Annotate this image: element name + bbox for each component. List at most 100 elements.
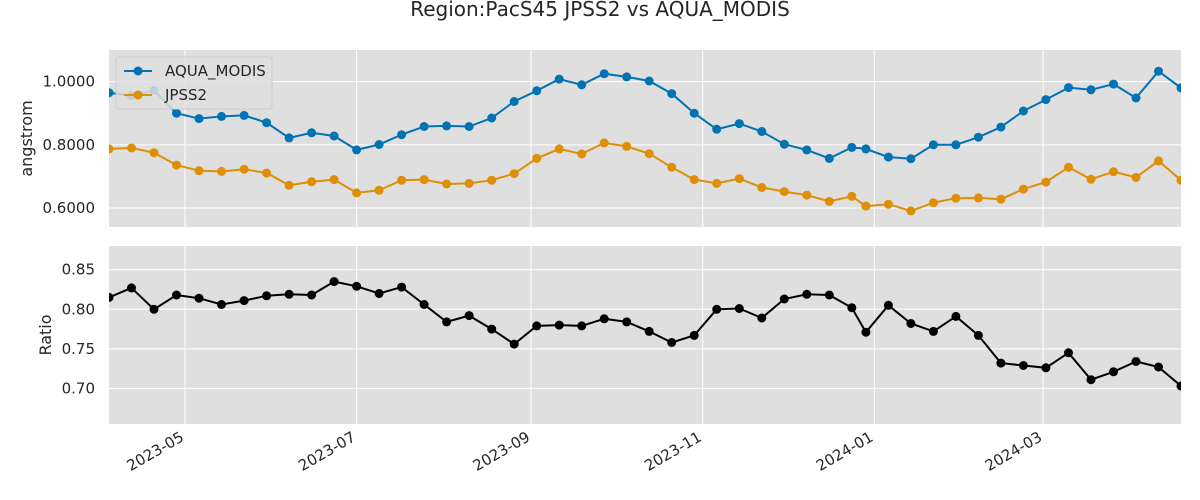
data-point (307, 128, 317, 138)
legend: AQUA_MODIS JPSS2 (115, 56, 273, 110)
gridlines-ratio (109, 246, 1181, 424)
x-tick-label: 2024-03 (982, 428, 1045, 475)
data-point (1064, 348, 1073, 358)
data-point (996, 194, 1006, 204)
data-point (239, 164, 249, 174)
data-point (509, 169, 519, 179)
data-point (109, 144, 114, 154)
data-point (442, 121, 452, 131)
data-point (928, 326, 938, 336)
data-point (712, 124, 722, 134)
data-point (996, 358, 1006, 368)
data-point (599, 314, 609, 324)
data-point (734, 174, 744, 184)
data-point (109, 292, 114, 302)
data-point (1131, 172, 1141, 182)
data-point (779, 139, 789, 149)
data-point (217, 111, 226, 121)
data-point (622, 72, 632, 82)
y-tick-label: 0.85 (62, 261, 95, 279)
data-point (464, 178, 474, 188)
data-point (802, 145, 812, 155)
data-point (1176, 83, 1181, 93)
legend-label: AQUA_MODIS (165, 62, 266, 81)
data-point (397, 175, 407, 185)
data-point (509, 339, 519, 349)
data-point (883, 300, 893, 310)
data-point (824, 290, 834, 300)
data-point (779, 294, 789, 304)
panel-angstrom: 0.6000 0.8000 1.0000 angstrom AQUA_MODIS JP… (17, 50, 1181, 227)
data-point (262, 118, 272, 128)
data-point (883, 199, 893, 209)
data-point (1154, 66, 1163, 76)
data-point (1041, 95, 1051, 105)
y-tick-labels-angstrom: 0.6000 0.8000 1.0000 (43, 73, 96, 217)
data-point (847, 303, 857, 313)
series-marks-ratio (109, 277, 1181, 391)
x-tick-label: 2023-09 (470, 428, 533, 475)
data-point (577, 149, 587, 159)
data-point (554, 320, 564, 330)
data-point (262, 168, 272, 178)
data-point (973, 330, 983, 340)
data-point (622, 317, 632, 327)
data-point (847, 142, 857, 152)
data-point (757, 313, 767, 323)
data-point (951, 311, 961, 321)
y-tick-label: 0.75 (62, 340, 95, 358)
data-point (644, 76, 654, 86)
data-point (802, 190, 812, 200)
data-point (127, 143, 136, 153)
data-point (374, 289, 384, 298)
data-point (487, 113, 497, 123)
data-point (352, 145, 362, 155)
data-point (217, 300, 226, 309)
data-point (906, 154, 916, 164)
data-point (374, 140, 384, 149)
data-point (577, 321, 587, 331)
x-tick-label: 2024-01 (813, 428, 876, 475)
data-point (667, 89, 677, 99)
data-point (906, 206, 916, 216)
data-point (824, 196, 834, 206)
data-point (262, 291, 272, 301)
data-point (644, 326, 654, 336)
data-point (1041, 363, 1051, 373)
data-point (1018, 106, 1028, 116)
data-point (951, 140, 961, 150)
data-point (464, 311, 474, 321)
legend-marker (133, 90, 143, 100)
data-point (554, 74, 564, 84)
data-point (1086, 375, 1096, 385)
legend-label: JPSS2 (164, 86, 207, 104)
y-axis-label-ratio: Ratio (36, 314, 55, 355)
data-point (1176, 381, 1181, 391)
data-point (1131, 357, 1141, 366)
data-point (194, 114, 204, 124)
data-point (109, 88, 114, 98)
data-point (307, 177, 317, 187)
data-point (973, 132, 983, 142)
data-point (284, 180, 294, 190)
data-point (951, 193, 961, 203)
data-point (689, 108, 699, 118)
data-point (149, 304, 159, 314)
data-point (194, 293, 204, 303)
panel-ratio: 0.700.750.800.85 Ratio 2023-05 2023-07 202… (36, 246, 1181, 475)
data-point (757, 127, 767, 136)
data-point (329, 131, 339, 141)
data-point (509, 97, 519, 106)
data-point (689, 330, 699, 340)
data-point (442, 317, 452, 327)
data-point (307, 290, 317, 300)
data-point (1086, 174, 1096, 184)
data-point (127, 283, 136, 293)
data-point (667, 338, 677, 347)
data-point (712, 304, 722, 314)
data-point (1154, 362, 1163, 372)
data-point (1176, 175, 1181, 185)
data-point (217, 166, 226, 176)
data-point (464, 122, 474, 131)
data-point (487, 175, 497, 185)
